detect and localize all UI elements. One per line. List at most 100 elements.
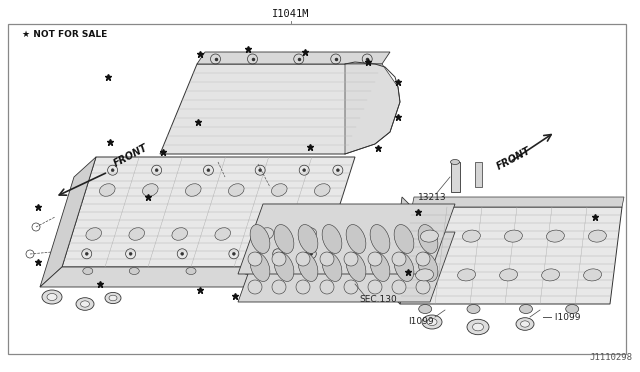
Ellipse shape bbox=[228, 184, 244, 196]
Ellipse shape bbox=[81, 301, 90, 307]
Circle shape bbox=[272, 252, 286, 266]
Ellipse shape bbox=[418, 225, 438, 253]
Circle shape bbox=[272, 280, 286, 294]
Text: ― I1099: ― I1099 bbox=[543, 312, 580, 321]
Ellipse shape bbox=[419, 305, 432, 314]
Ellipse shape bbox=[427, 318, 437, 326]
Circle shape bbox=[155, 169, 158, 172]
Circle shape bbox=[416, 280, 430, 294]
Ellipse shape bbox=[186, 267, 196, 275]
Circle shape bbox=[368, 280, 382, 294]
Ellipse shape bbox=[301, 228, 317, 240]
Ellipse shape bbox=[370, 253, 390, 282]
Ellipse shape bbox=[47, 294, 57, 301]
Ellipse shape bbox=[99, 184, 115, 196]
Circle shape bbox=[207, 169, 210, 172]
Polygon shape bbox=[238, 232, 455, 302]
Ellipse shape bbox=[271, 184, 287, 196]
Polygon shape bbox=[40, 157, 96, 287]
Ellipse shape bbox=[129, 267, 140, 275]
Ellipse shape bbox=[472, 323, 483, 331]
Text: I1099: I1099 bbox=[408, 317, 434, 327]
Text: I1041M: I1041M bbox=[272, 9, 310, 19]
Ellipse shape bbox=[588, 230, 606, 242]
Circle shape bbox=[337, 169, 339, 172]
Ellipse shape bbox=[83, 267, 93, 275]
Polygon shape bbox=[160, 64, 382, 154]
Ellipse shape bbox=[42, 290, 62, 304]
Circle shape bbox=[248, 252, 262, 266]
Bar bbox=[475, 162, 482, 187]
Ellipse shape bbox=[250, 225, 270, 253]
Ellipse shape bbox=[422, 315, 442, 329]
Bar bbox=[451, 162, 460, 192]
Circle shape bbox=[392, 280, 406, 294]
Circle shape bbox=[111, 169, 114, 172]
Circle shape bbox=[85, 252, 88, 255]
Circle shape bbox=[259, 169, 262, 172]
Text: SEC.130: SEC.130 bbox=[359, 295, 397, 305]
Circle shape bbox=[248, 280, 262, 294]
Circle shape bbox=[392, 252, 406, 266]
Circle shape bbox=[276, 252, 279, 255]
Polygon shape bbox=[400, 207, 622, 304]
Polygon shape bbox=[390, 197, 412, 304]
Ellipse shape bbox=[86, 228, 102, 240]
Ellipse shape bbox=[143, 184, 158, 196]
Ellipse shape bbox=[500, 269, 518, 281]
Ellipse shape bbox=[504, 230, 522, 242]
Ellipse shape bbox=[215, 228, 230, 240]
Ellipse shape bbox=[566, 305, 579, 314]
Ellipse shape bbox=[467, 319, 489, 335]
Polygon shape bbox=[197, 52, 390, 64]
Ellipse shape bbox=[109, 295, 117, 301]
Ellipse shape bbox=[418, 253, 438, 282]
Ellipse shape bbox=[105, 292, 121, 304]
Ellipse shape bbox=[298, 225, 318, 253]
Ellipse shape bbox=[467, 305, 480, 314]
Circle shape bbox=[296, 252, 310, 266]
Ellipse shape bbox=[274, 225, 294, 253]
Polygon shape bbox=[40, 267, 320, 287]
Circle shape bbox=[320, 252, 334, 266]
Ellipse shape bbox=[541, 269, 559, 281]
Ellipse shape bbox=[298, 253, 318, 282]
Ellipse shape bbox=[258, 228, 273, 240]
Ellipse shape bbox=[172, 228, 188, 240]
Ellipse shape bbox=[314, 184, 330, 196]
Text: J1110298: J1110298 bbox=[589, 353, 632, 362]
Ellipse shape bbox=[547, 230, 564, 242]
Ellipse shape bbox=[415, 269, 433, 281]
Circle shape bbox=[344, 252, 358, 266]
Ellipse shape bbox=[584, 269, 602, 281]
Polygon shape bbox=[62, 157, 355, 267]
Circle shape bbox=[296, 280, 310, 294]
Circle shape bbox=[368, 252, 382, 266]
Ellipse shape bbox=[370, 225, 390, 253]
Ellipse shape bbox=[520, 321, 529, 327]
Ellipse shape bbox=[243, 267, 253, 275]
Ellipse shape bbox=[322, 253, 342, 282]
Ellipse shape bbox=[346, 253, 366, 282]
Ellipse shape bbox=[458, 269, 476, 281]
Ellipse shape bbox=[346, 225, 366, 253]
Ellipse shape bbox=[420, 230, 438, 242]
Circle shape bbox=[303, 169, 306, 172]
Ellipse shape bbox=[250, 253, 270, 282]
Ellipse shape bbox=[322, 225, 342, 253]
Ellipse shape bbox=[289, 267, 300, 275]
Circle shape bbox=[232, 252, 236, 255]
Text: ★ NOT FOR SALE: ★ NOT FOR SALE bbox=[22, 29, 108, 38]
Bar bbox=[8, 24, 626, 354]
Ellipse shape bbox=[394, 225, 414, 253]
Ellipse shape bbox=[520, 305, 532, 314]
Ellipse shape bbox=[129, 228, 145, 240]
Text: FRONT: FRONT bbox=[495, 146, 532, 172]
Ellipse shape bbox=[274, 253, 294, 282]
Text: 13213: 13213 bbox=[418, 192, 447, 202]
Text: FRONT: FRONT bbox=[112, 143, 150, 169]
Circle shape bbox=[344, 280, 358, 294]
Ellipse shape bbox=[451, 160, 460, 164]
Circle shape bbox=[180, 252, 184, 255]
Circle shape bbox=[416, 252, 430, 266]
